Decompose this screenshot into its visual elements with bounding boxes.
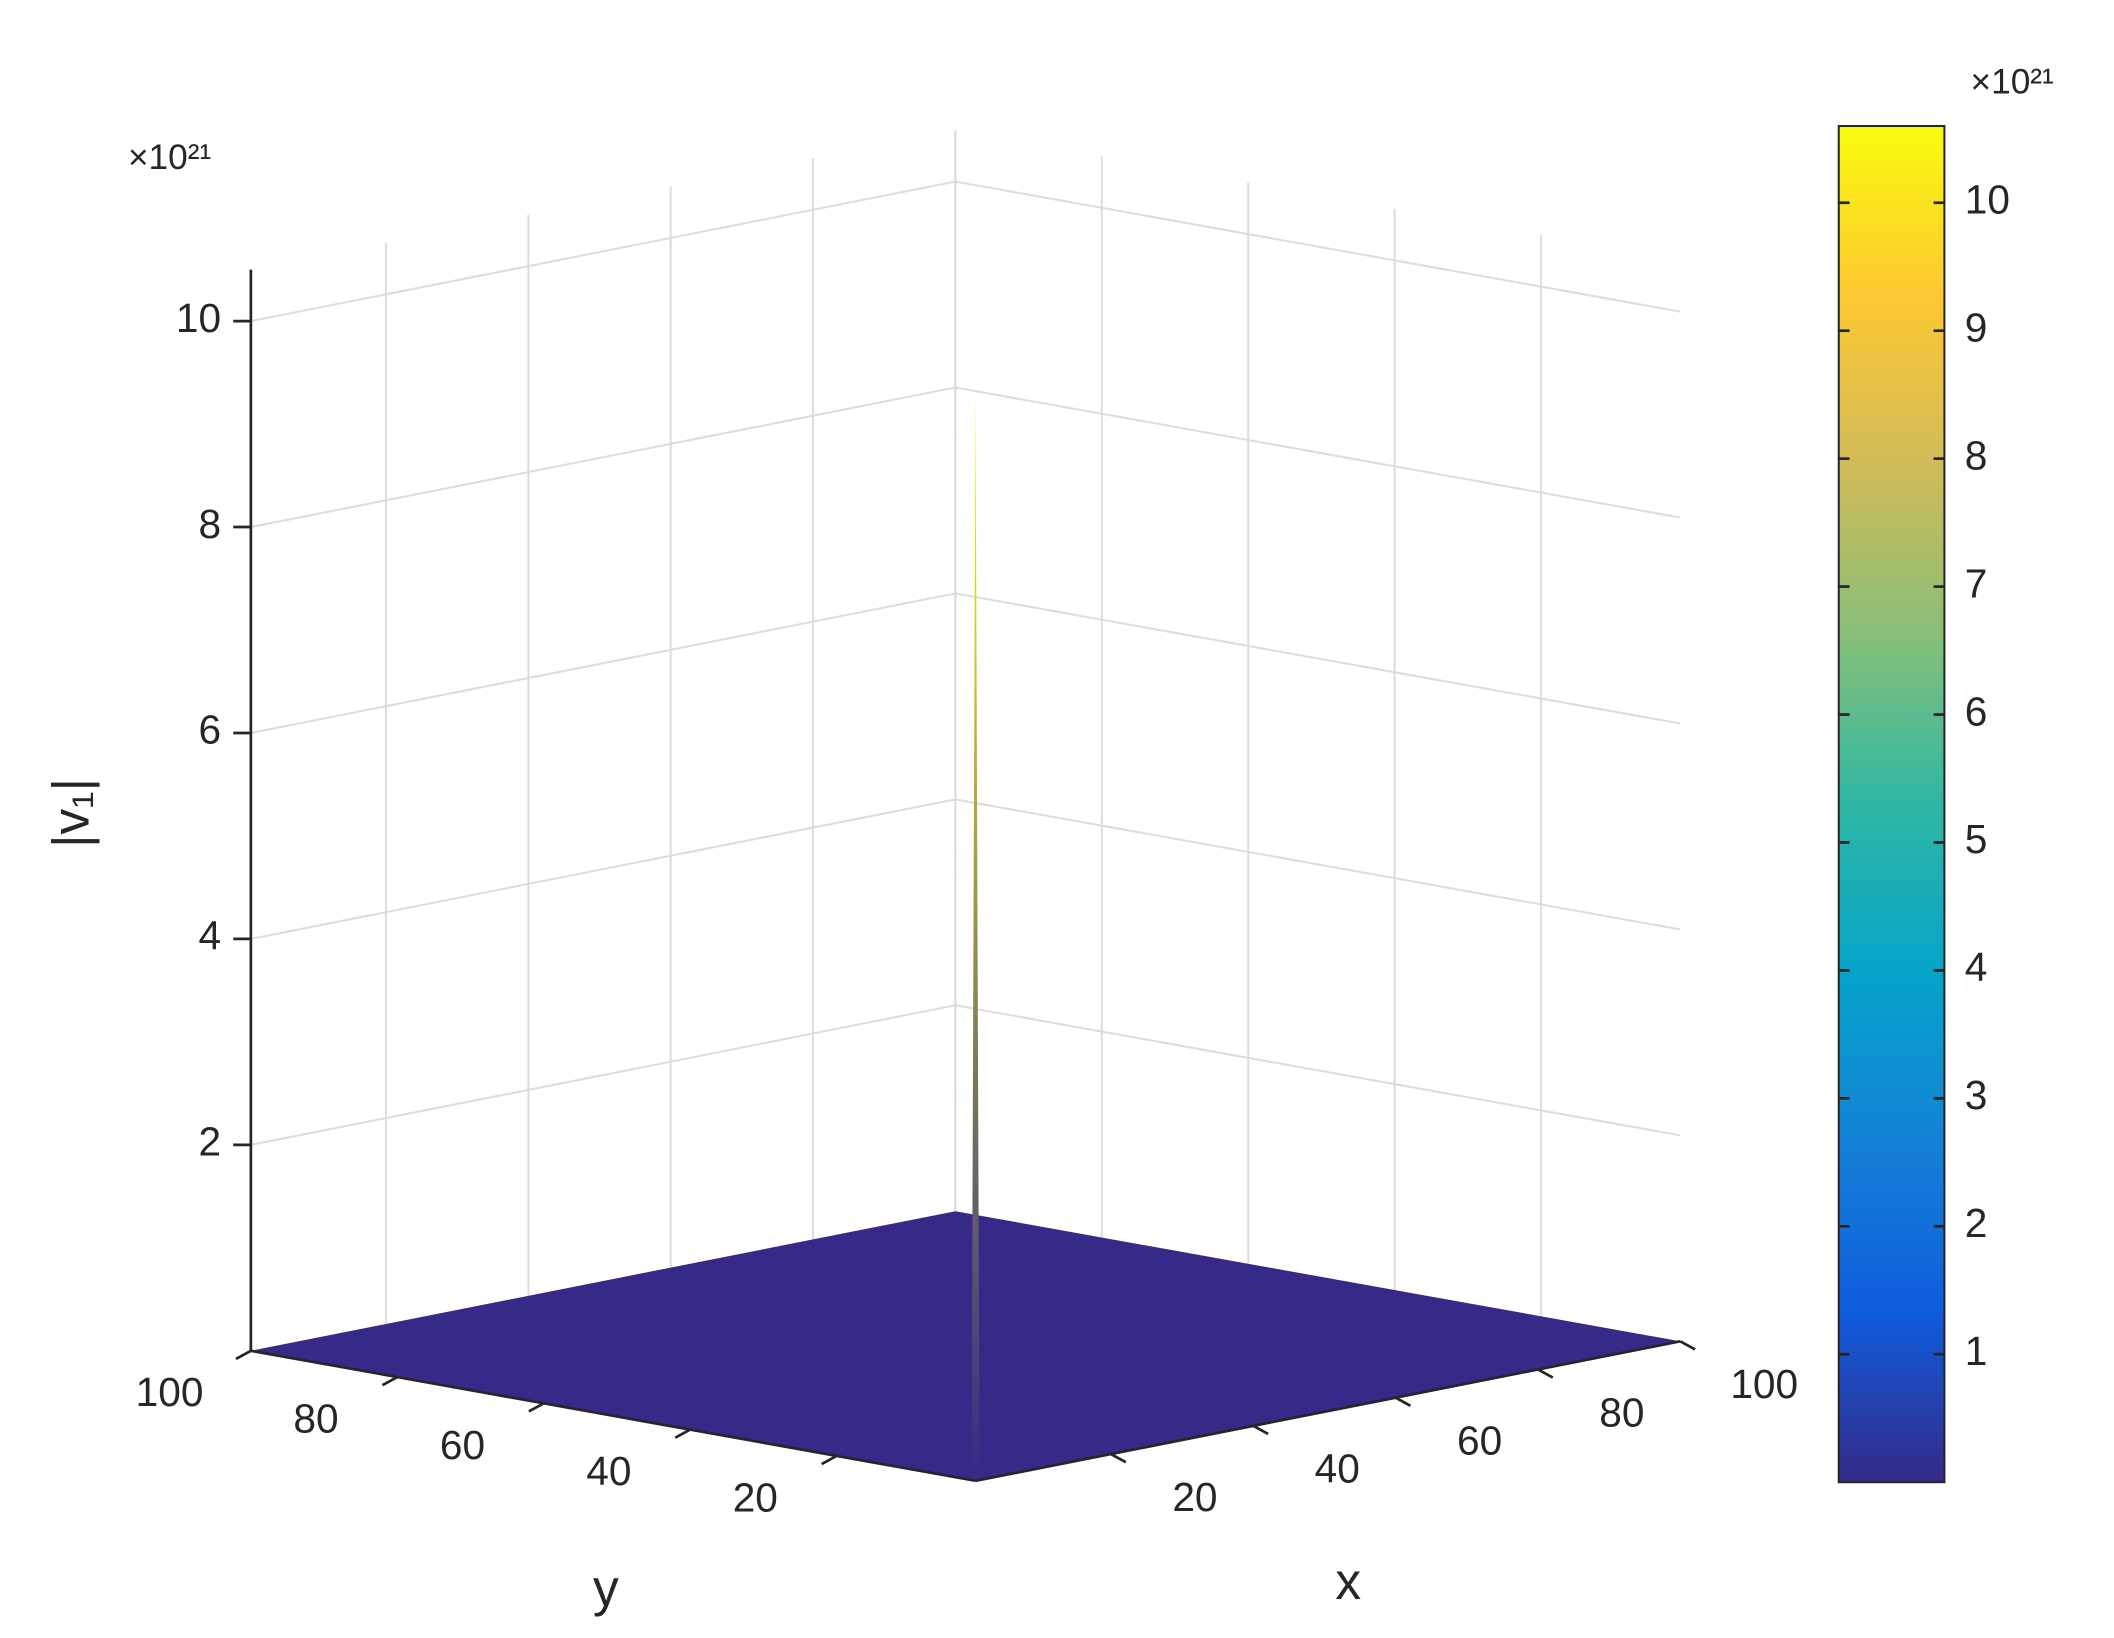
y-axis [250,1349,976,1483]
surface [250,1211,1681,1481]
x-tick-label: 60 [1457,1417,1502,1463]
y-tick [821,1454,838,1466]
x-tick [1537,1368,1554,1379]
grid-line [250,592,1681,734]
colorbar-tick-label: 5 [1965,816,1988,862]
y-tick-label: 20 [733,1474,778,1520]
grid-line [250,1004,1681,1146]
colorbar-tick-label: 3 [1965,1072,1988,1118]
colorbar-tick-label: 4 [1965,944,1988,990]
z-axis-label: |v₁| [41,778,99,848]
surface-peak [971,386,980,1479]
x-tick-label: 80 [1599,1389,1644,1435]
grid-line [250,798,1681,940]
grid-line [250,180,1681,323]
x-axis [975,1339,1681,1483]
x-tick [1394,1396,1412,1407]
y-tick-label: 80 [293,1395,338,1441]
x-tick [1679,1340,1696,1351]
colorbar-tick-label: 10 [1965,177,2010,223]
y-tick [674,1428,691,1439]
colorbar-exponent: ×10²¹ [1971,62,2054,101]
z-tick-label: 4 [198,913,221,959]
z-tick-label: 6 [198,707,221,753]
y-tick [381,1375,398,1387]
z-tick-label: 10 [176,295,221,341]
colorbar-tick-label: 6 [1965,688,1988,734]
x-axis-label: x [1335,1552,1361,1610]
x-tick [1110,1452,1127,1464]
colorbar-tick-label: 1 [1965,1328,1988,1374]
x-tick-label: 20 [1172,1474,1217,1520]
grid-line [250,386,1681,529]
colorbar-tick-label: 2 [1965,1200,1988,1246]
y-tick-label: 60 [440,1422,485,1468]
colorbar-tick-label: 8 [1965,432,1988,478]
colorbar [1837,124,1946,1484]
x-tick [1252,1424,1269,1436]
colorbar-tick-label: 9 [1965,304,1988,350]
y-tick [528,1402,545,1413]
y-axis-label: y [593,1559,619,1617]
y-tick-label: 40 [586,1448,631,1494]
x-tick-label: 40 [1315,1446,1360,1492]
z-tick-label: 8 [198,501,221,547]
z-tick-label: 2 [198,1119,221,1165]
colorbar-tick-label: 7 [1965,560,1988,606]
x-tick-label: 100 [1730,1361,1798,1407]
z-exponent: ×10²¹ [128,138,211,177]
y-tick-label: 100 [136,1369,204,1415]
y-tick [235,1349,252,1361]
